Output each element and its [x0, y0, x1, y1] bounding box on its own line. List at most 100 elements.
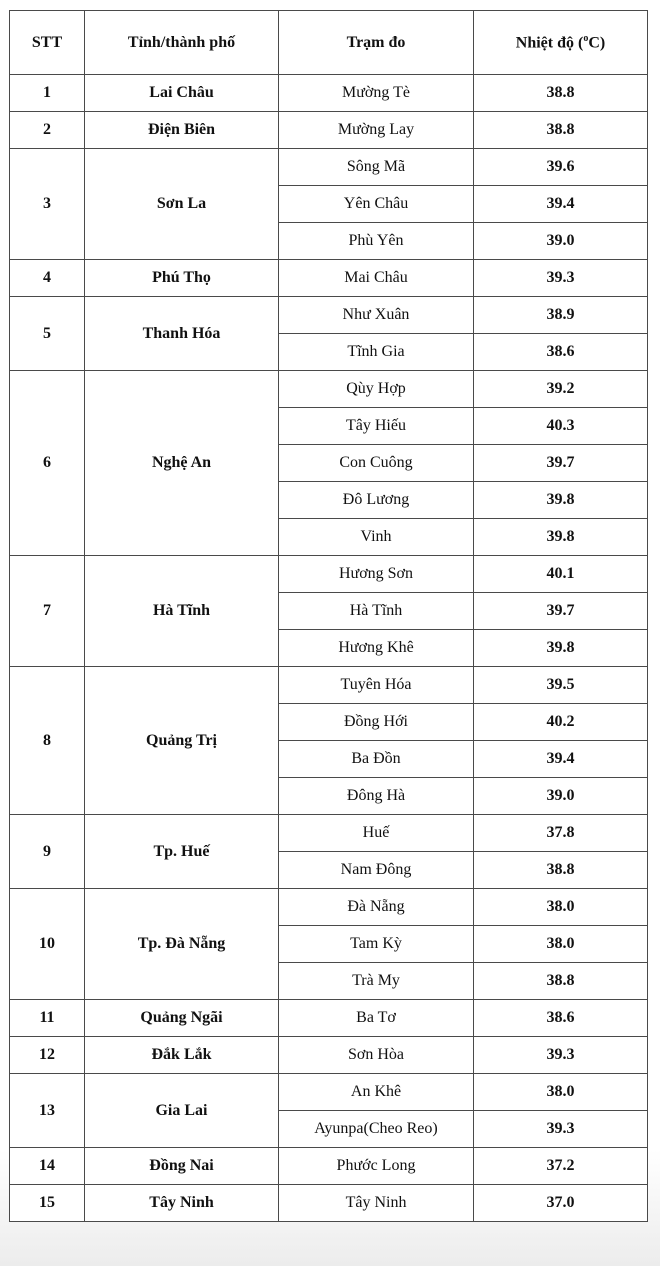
header-temperature: Nhiệt độ (oC): [473, 10, 648, 75]
table-row: 4 Phú Thọ Mai Châu 39.3: [9, 259, 648, 297]
header-row: STT Tỉnh/thành phố Trạm đo Nhiệt độ (oC): [9, 10, 648, 75]
station-cell: Tuyên Hóa: [278, 666, 474, 704]
station-cell: Mai Châu: [278, 259, 474, 297]
stt-cell: 5: [9, 296, 85, 371]
temperature-cell: 38.6: [473, 333, 648, 371]
table-row: Đồng Hới 40.2: [10, 703, 648, 741]
station-cell: Ba Đồn: [278, 740, 474, 778]
temperature-cell: 39.0: [473, 777, 648, 815]
temperature-cell: 39.8: [473, 629, 648, 667]
table-row: 7 Hà Tĩnh Hương Sơn 40.1: [9, 555, 648, 667]
temperature-cell: 39.5: [473, 666, 648, 704]
table-row: Tĩnh Gia 38.6: [10, 333, 648, 371]
temperature-cell: 39.4: [473, 185, 648, 223]
table-row: Ba Đồn 39.4: [10, 740, 648, 778]
station-cell: Hà Tĩnh: [278, 592, 474, 630]
stt-cell: 3: [9, 148, 85, 260]
header-province: Tỉnh/thành phố: [84, 10, 279, 75]
station-cell: Đồng Hới: [278, 703, 474, 741]
table-row: 11 Quảng Ngãi Ba Tơ 38.6: [9, 999, 648, 1037]
table-row: 15 Tây Ninh Tây Ninh 37.0: [9, 1184, 648, 1222]
temperature-cell: 39.7: [473, 444, 648, 482]
temperature-cell: 39.8: [473, 518, 648, 556]
table-row: 10 Tp. Đà Nẵng Đà Nẵng 38.0: [9, 888, 648, 1000]
station-cell: An Khê: [278, 1073, 474, 1111]
temperature-cell: 39.0: [473, 222, 648, 260]
station-cell: Đà Nẵng: [278, 888, 474, 926]
table-row: Tây Hiếu 40.3: [10, 407, 648, 445]
table-row: 9 Tp. Huế Huế 37.8: [9, 814, 648, 889]
stt-cell: 6: [9, 370, 85, 556]
station-cell: Yên Châu: [278, 185, 474, 223]
station-cell: Vinh: [278, 518, 474, 556]
province-cell: Tp. Huế: [84, 814, 279, 889]
station-cell: Con Cuông: [278, 444, 474, 482]
station-cell: Nam Đông: [278, 851, 474, 889]
station-cell: Trà My: [278, 962, 474, 1000]
table-row: Hà Tĩnh 39.7: [10, 592, 648, 630]
station-cell: Đông Hà: [278, 777, 474, 815]
stt-cell: 1: [9, 74, 85, 112]
temperature-cell: 37.0: [473, 1184, 648, 1222]
table-row: Vinh 39.8: [10, 518, 648, 556]
station-cell: Tây Ninh: [278, 1184, 474, 1222]
station-cell: Ayunpa(Cheo Reo): [278, 1110, 474, 1148]
header-station: Trạm đo: [278, 10, 474, 75]
table-row: Ayunpa(Cheo Reo) 39.3: [10, 1110, 648, 1148]
table-row: 6 Nghệ An Qùy Hợp 39.2: [9, 370, 648, 556]
stt-cell: 2: [9, 111, 85, 149]
temperature-cell: 40.2: [473, 703, 648, 741]
table-row: Đông Hà 39.0: [10, 777, 648, 815]
station-cell: Tam Kỳ: [278, 925, 474, 963]
temperature-cell: 38.8: [473, 74, 648, 112]
temperature-cell: 39.2: [473, 370, 648, 408]
table-row: 5 Thanh Hóa Như Xuân 38.9: [9, 296, 648, 371]
table-row: 8 Quảng Trị Tuyên Hóa 39.5: [9, 666, 648, 815]
temperature-cell: 39.3: [473, 1110, 648, 1148]
header-temp-suffix: C): [588, 34, 606, 52]
stt-cell: 10: [9, 888, 85, 1000]
stt-cell: 12: [9, 1036, 85, 1074]
table-row: 13 Gia Lai An Khê 38.0: [9, 1073, 648, 1148]
province-cell: Nghệ An: [84, 370, 279, 556]
station-cell: Huế: [278, 814, 474, 852]
stt-cell: 7: [9, 555, 85, 667]
stt-cell: 14: [9, 1147, 85, 1185]
stt-cell: 11: [9, 999, 85, 1037]
temperature-cell: 38.6: [473, 999, 648, 1037]
temperature-cell: 38.0: [473, 925, 648, 963]
station-cell: Như Xuân: [278, 296, 474, 334]
province-cell: Sơn La: [84, 148, 279, 260]
province-cell: Tp. Đà Nẵng: [84, 888, 279, 1000]
station-cell: Sông Mã: [278, 148, 474, 186]
province-cell: Đắk Lắk: [84, 1036, 279, 1074]
station-cell: Tây Hiếu: [278, 407, 474, 445]
station-cell: Hương Sơn: [278, 555, 474, 593]
table-row: Con Cuông 39.7: [10, 444, 648, 482]
station-cell: Ba Tơ: [278, 999, 474, 1037]
table-row: 1 Lai Châu Mường Tè 38.8: [9, 74, 648, 112]
province-cell: Thanh Hóa: [84, 296, 279, 371]
province-cell: Gia Lai: [84, 1073, 279, 1148]
temperature-cell: 39.7: [473, 592, 648, 630]
temperature-cell: 37.8: [473, 814, 648, 852]
stt-cell: 15: [9, 1184, 85, 1222]
temperature-cell: 40.1: [473, 555, 648, 593]
province-cell: Phú Thọ: [84, 259, 279, 297]
stt-cell: 4: [9, 259, 85, 297]
province-cell: Quảng Trị: [84, 666, 279, 815]
station-cell: Phù Yên: [278, 222, 474, 260]
stt-cell: 8: [9, 666, 85, 815]
header-stt: STT: [9, 10, 85, 75]
station-cell: Hương Khê: [278, 629, 474, 667]
province-cell: Đồng Nai: [84, 1147, 279, 1185]
temperature-cell: 38.8: [473, 962, 648, 1000]
table-row: 2 Điện Biên Mường Lay 38.8: [9, 111, 648, 149]
temperature-cell: 39.4: [473, 740, 648, 778]
temperature-cell: 39.8: [473, 481, 648, 519]
header-temp-sup: o: [583, 32, 589, 44]
temperature-cell: 38.8: [473, 111, 648, 149]
province-cell: Hà Tĩnh: [84, 555, 279, 667]
temperature-cell: 40.3: [473, 407, 648, 445]
temperature-cell: 39.6: [473, 148, 648, 186]
